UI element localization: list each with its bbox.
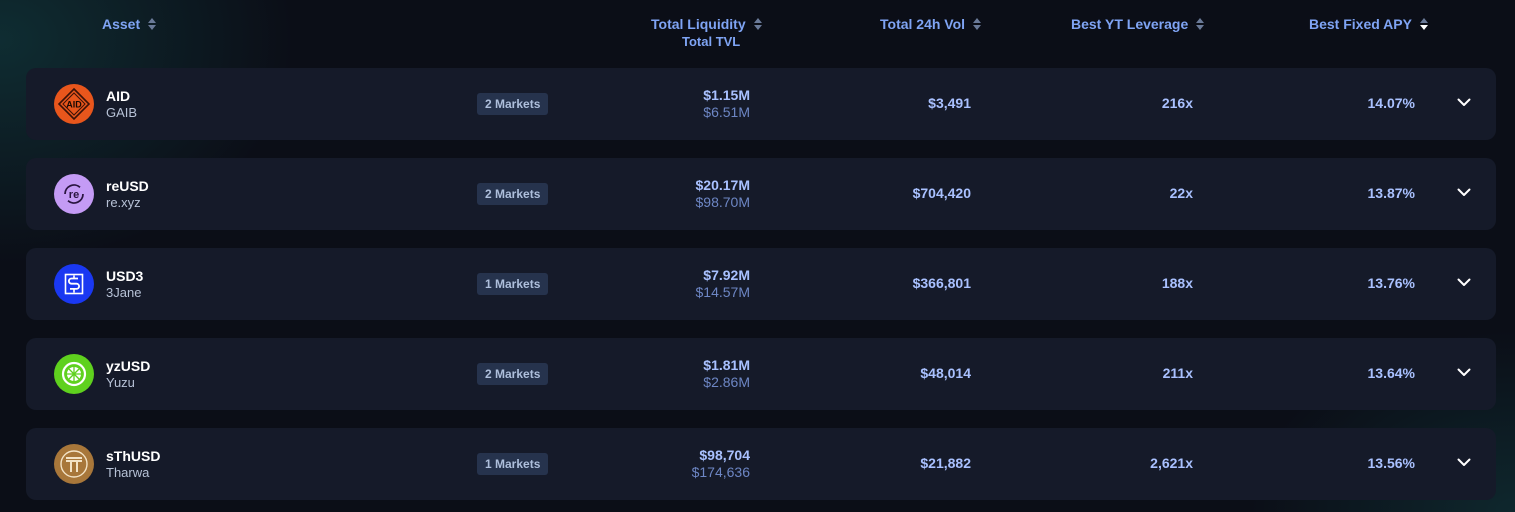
asset-symbol: yzUSD — [106, 358, 151, 374]
liquidity-cell: $7.92M $14.57M — [696, 267, 750, 301]
best-yt-leverage-value: 211x — [1162, 365, 1193, 381]
chevron-down-icon[interactable] — [1454, 272, 1474, 292]
chevron-down-icon[interactable] — [1454, 92, 1474, 112]
header-asset-label: Asset — [102, 16, 141, 32]
asset-symbol: USD3 — [106, 268, 144, 284]
asset-issuer: Tharwa — [106, 465, 150, 480]
asset-symbol: sThUSD — [106, 448, 161, 464]
total-liquidity-value: $20.17M — [695, 177, 750, 193]
header-total-24h-vol[interactable]: Total 24h Vol — [880, 16, 982, 32]
table-row[interactable]: sThUSD Tharwa 1 Markets $98,704 $174,636… — [26, 428, 1496, 500]
best-yt-leverage-value: 188x — [1161, 275, 1193, 291]
total-24h-vol-value: $704,420 — [912, 185, 971, 201]
total-24h-vol-value: $48,014 — [920, 365, 971, 381]
total-24h-vol-value: $21,882 — [920, 455, 971, 471]
sort-active-icon[interactable] — [1419, 18, 1428, 30]
total-tvl-value: $174,636 — [691, 464, 750, 480]
svg-text:AID: AID — [66, 100, 82, 110]
aid-gaib-logo-icon: AID — [54, 84, 94, 124]
total-liquidity-value: $1.15M — [703, 87, 750, 103]
tharwa-logo-icon — [54, 444, 94, 484]
best-fixed-apy-value: 14.07% — [1367, 95, 1415, 111]
total-tvl-value: $98.70M — [695, 194, 750, 210]
table-header: Asset Total Liquidity Total TVL Total 24… — [0, 0, 1515, 60]
header-total-24h-vol-label: Total 24h Vol — [880, 16, 966, 32]
liquidity-cell: $98,704 $174,636 — [692, 447, 750, 481]
total-liquidity-value: $7.92M — [703, 267, 750, 283]
yuzu-logo-icon — [54, 354, 94, 394]
reusd-logo-icon: re — [54, 174, 94, 214]
markets-badge[interactable]: 2 Markets — [477, 363, 549, 385]
markets-badge[interactable]: 1 Markets — [477, 453, 549, 475]
chevron-down-icon[interactable] — [1454, 362, 1474, 382]
best-yt-leverage-value: 216x — [1161, 95, 1193, 111]
table-row[interactable]: yzUSD Yuzu 2 Markets $1.81M $2.86M $48,0… — [26, 338, 1496, 410]
header-best-yt-leverage[interactable]: Best YT Leverage — [1071, 16, 1205, 32]
best-fixed-apy-value: 13.64% — [1367, 365, 1415, 381]
header-best-fixed-apy-label: Best Fixed APY — [1309, 16, 1412, 32]
total-24h-vol-value: $366,801 — [912, 275, 971, 291]
sort-icon[interactable] — [753, 18, 762, 30]
liquidity-cell: $1.81M $2.86M — [703, 357, 750, 391]
header-total-tvl-label: Total TVL — [682, 34, 741, 49]
sort-icon[interactable] — [148, 18, 157, 30]
table-row[interactable]: re reUSD re.xyz 2 Markets $20.17M $98.70… — [26, 158, 1496, 230]
table-row[interactable]: AID AID GAIB 2 Markets $1.15M $6.51M $3,… — [26, 68, 1496, 140]
header-best-yt-leverage-label: Best YT Leverage — [1071, 16, 1189, 32]
liquidity-cell: $1.15M $6.51M — [703, 87, 750, 121]
asset-issuer: re.xyz — [106, 195, 141, 210]
total-tvl-value: $2.86M — [703, 374, 750, 390]
total-24h-vol-value: $3,491 — [928, 95, 971, 111]
markets-badge[interactable]: 2 Markets — [477, 183, 549, 205]
best-yt-leverage-value: 22x — [1169, 185, 1193, 201]
best-yt-leverage-value: 2,621x — [1150, 455, 1193, 471]
best-fixed-apy-value: 13.76% — [1367, 275, 1415, 291]
chevron-down-icon[interactable] — [1454, 452, 1474, 472]
header-total-liquidity-label: Total Liquidity — [651, 16, 746, 32]
total-tvl-value: $6.51M — [703, 104, 750, 120]
liquidity-cell: $20.17M $98.70M — [696, 177, 750, 211]
asset-issuer: 3Jane — [106, 285, 142, 300]
header-best-fixed-apy[interactable]: Best Fixed APY — [1309, 16, 1428, 32]
best-fixed-apy-value: 13.87% — [1367, 185, 1415, 201]
total-liquidity-value: $98,704 — [699, 447, 750, 463]
asset-issuer: GAIB — [106, 105, 138, 120]
usd3-logo-icon — [54, 264, 94, 304]
markets-badge[interactable]: 2 Markets — [477, 93, 549, 115]
sort-icon[interactable] — [973, 18, 982, 30]
svg-text:re: re — [69, 189, 79, 201]
best-fixed-apy-value: 13.56% — [1367, 455, 1415, 471]
header-asset[interactable]: Asset — [102, 16, 157, 32]
total-liquidity-value: $1.81M — [703, 357, 750, 373]
asset-issuer: Yuzu — [106, 375, 135, 390]
header-total-liquidity[interactable]: Total Liquidity Total TVL — [651, 16, 762, 49]
sort-icon[interactable] — [1196, 18, 1205, 30]
chevron-down-icon[interactable] — [1454, 182, 1474, 202]
asset-symbol: reUSD — [106, 178, 149, 194]
markets-badge[interactable]: 1 Markets — [477, 273, 549, 295]
total-tvl-value: $14.57M — [695, 284, 750, 300]
asset-symbol: AID — [106, 88, 131, 104]
table-row[interactable]: USD3 3Jane 1 Markets $7.92M $14.57M $366… — [26, 248, 1496, 320]
